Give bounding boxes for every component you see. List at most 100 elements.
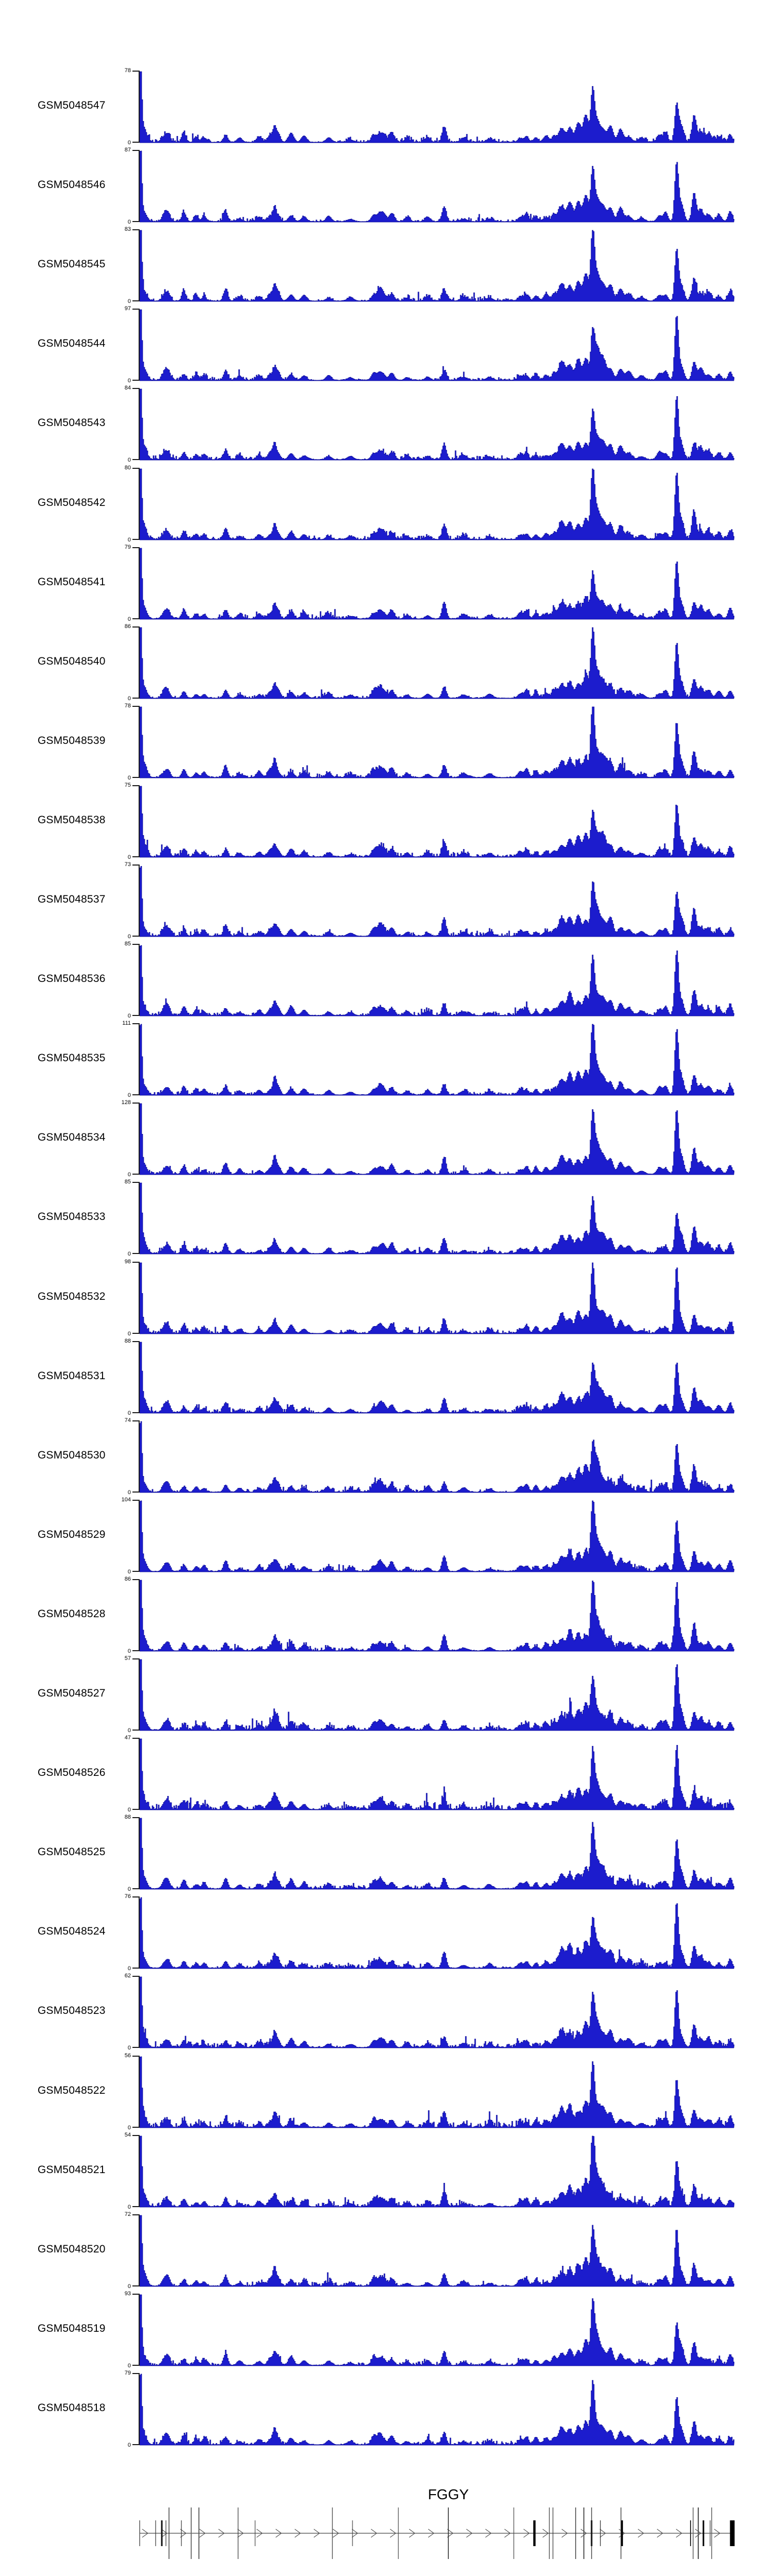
track-ymin-tick xyxy=(132,1809,139,1810)
strand-direction-chevron-icon xyxy=(485,2529,492,2538)
track-y-axis xyxy=(139,1976,140,2048)
track-ymin-tick xyxy=(132,1492,139,1493)
track-ymax-label: 80 xyxy=(124,465,131,471)
track-signal xyxy=(140,1182,734,1255)
track-y-axis xyxy=(139,388,140,460)
track-label: GSM5048535 xyxy=(38,1052,106,1064)
track-y-axis xyxy=(139,944,140,1016)
strand-direction-chevron-icon xyxy=(580,2529,587,2538)
track-ymax-tick xyxy=(132,2214,139,2215)
track-label: GSM5048524 xyxy=(38,1925,106,1937)
track-ymax-tick xyxy=(132,1738,139,1739)
track-y-axis xyxy=(139,1182,140,1254)
track-ymin-tick xyxy=(132,1968,139,1969)
track-signal xyxy=(140,468,734,540)
track-y-axis xyxy=(139,1658,140,1731)
track-signal xyxy=(140,1342,734,1414)
track-ymax-label: 88 xyxy=(124,1338,131,1344)
track-signal xyxy=(140,309,734,381)
track-ymax-tick xyxy=(132,1182,139,1183)
track-ymax-label: 85 xyxy=(124,1179,131,1185)
signal-area xyxy=(140,1024,734,1096)
track-label: GSM5048531 xyxy=(38,1370,106,1382)
track-ymin-label: 0 xyxy=(127,1489,131,1496)
track-ymin-tick xyxy=(132,300,139,301)
track-ymax-label: 111 xyxy=(122,1020,131,1026)
track-y-axis xyxy=(139,1500,140,1572)
track-signal xyxy=(140,71,734,143)
track-ymax-tick xyxy=(132,1976,139,1977)
track-signal xyxy=(140,786,734,858)
signal-area xyxy=(140,706,734,778)
track-ymin-label: 0 xyxy=(127,1251,131,1257)
strand-direction-chevron-icon xyxy=(180,2529,187,2538)
strand-direction-chevron-icon xyxy=(637,2529,644,2538)
track-label: GSM5048518 xyxy=(38,2402,106,2414)
track-signal xyxy=(140,548,734,620)
track-signal xyxy=(140,1421,734,1493)
signal-area xyxy=(140,230,734,302)
track-ymin-tick xyxy=(132,1571,139,1572)
track-signal xyxy=(140,2215,734,2287)
track-ymax-tick xyxy=(132,785,139,786)
track-label: GSM5048539 xyxy=(38,735,106,747)
track-ymax-label: 86 xyxy=(124,1576,131,1582)
track-label: GSM5048538 xyxy=(38,814,106,826)
track-ymin-tick xyxy=(132,936,139,937)
gene-name-label: FGGY xyxy=(428,2486,469,2502)
track-ymax-label: 79 xyxy=(124,2370,131,2376)
signal-area xyxy=(140,309,734,381)
signal-area xyxy=(140,1500,734,1572)
track-ymin-tick xyxy=(132,698,139,699)
track-label: GSM5048529 xyxy=(38,1529,106,1540)
track-ymin-label: 0 xyxy=(127,2045,131,2051)
track-ymin-label: 0 xyxy=(127,457,131,463)
signal-area xyxy=(140,1738,734,1810)
track-ymax-tick xyxy=(132,626,139,628)
track-label: GSM5048519 xyxy=(38,2323,106,2334)
signal-area xyxy=(140,71,734,143)
strand-direction-chevron-icon xyxy=(542,2529,549,2538)
track-ymax-tick xyxy=(132,944,139,945)
track-signal xyxy=(140,1818,734,1890)
track-ymin-label: 0 xyxy=(127,1886,131,1892)
exon-mark xyxy=(191,2507,192,2559)
strand-direction-chevron-icon xyxy=(161,2529,167,2538)
track-label: GSM5048521 xyxy=(38,2164,106,2176)
track-signal xyxy=(140,388,734,461)
track-y-axis xyxy=(139,2294,140,2366)
track-label: GSM5048525 xyxy=(38,1846,106,1858)
track-ymin-tick xyxy=(132,1730,139,1731)
track-ymin-label: 0 xyxy=(127,616,131,622)
gene-model xyxy=(139,2507,735,2559)
track-ymax-tick xyxy=(132,706,139,707)
track-ymax-tick xyxy=(132,1420,139,1421)
track-ymax-tick xyxy=(132,229,139,230)
track-ymin-tick xyxy=(132,1650,139,1651)
track-signal xyxy=(140,2056,734,2128)
signal-area xyxy=(140,2294,734,2366)
track-ymin-label: 0 xyxy=(127,2363,131,2369)
track-label: GSM5048522 xyxy=(38,2084,106,2096)
track-ymin-label: 0 xyxy=(127,1410,131,1416)
strand-direction-chevron-icon xyxy=(256,2529,263,2538)
track-ymax-tick xyxy=(132,2056,139,2057)
track-ymax-tick xyxy=(132,1262,139,1263)
track-y-axis xyxy=(139,547,140,619)
strand-direction-chevron-icon xyxy=(332,2529,339,2538)
track-label: GSM5048543 xyxy=(38,417,106,429)
track-ymin-label: 0 xyxy=(127,1727,131,1734)
signal-area xyxy=(140,1342,734,1414)
track-ymax-tick xyxy=(132,1896,139,1897)
strand-direction-chevron-icon xyxy=(447,2529,453,2538)
track-ymax-label: 87 xyxy=(124,147,131,153)
track-ymin-tick xyxy=(132,1094,139,1095)
exon-mark xyxy=(448,2507,449,2559)
track-ymax-label: 54 xyxy=(124,2132,131,2138)
track-signal xyxy=(140,2374,734,2446)
exon-mark xyxy=(711,2507,712,2559)
signal-area xyxy=(140,866,734,937)
exon-mark xyxy=(697,2507,699,2559)
track-ymax-tick xyxy=(132,71,139,72)
track-signal xyxy=(140,2136,734,2208)
